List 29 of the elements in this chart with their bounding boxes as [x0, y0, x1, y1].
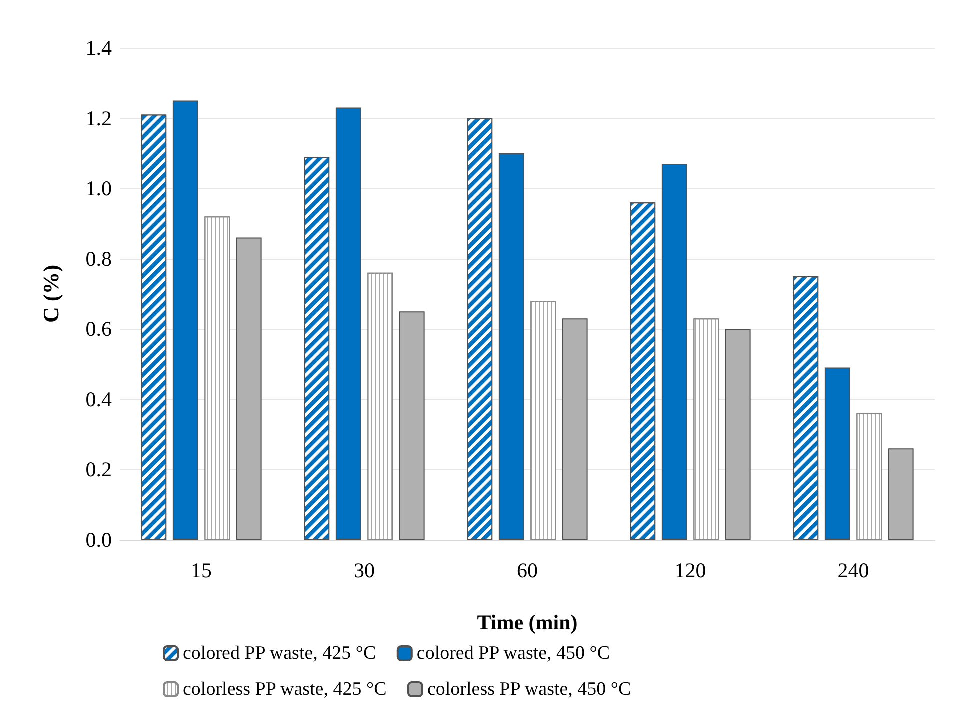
- x-tick-label: 15: [191, 558, 212, 582]
- bar: [336, 108, 362, 540]
- bar: [498, 153, 524, 540]
- y-tick-label: 1.0: [86, 176, 112, 201]
- y-tick-label: 0.0: [86, 528, 112, 552]
- bar: [662, 164, 688, 540]
- y-tick-label: 0.4: [86, 387, 112, 412]
- bar: [172, 100, 198, 540]
- bar: [562, 318, 588, 540]
- y-tick-label: 0.6: [86, 317, 112, 342]
- legend-label: colorless PP waste, 425 °C: [183, 679, 387, 700]
- bar: [824, 368, 850, 540]
- y-tick-label: 0.8: [86, 246, 112, 271]
- legend-label: colored PP waste, 450 °C: [416, 643, 610, 664]
- legend-label: colorless PP waste, 450 °C: [427, 679, 632, 700]
- y-tick-label: 1.2: [86, 106, 112, 130]
- legend-label: colored PP waste, 425 °C: [183, 643, 376, 664]
- x-axis-title: Time (min): [477, 610, 578, 634]
- y-axis-title: C (%): [38, 264, 64, 324]
- x-tick-label: 30: [354, 558, 375, 582]
- x-tick-label: 240: [838, 558, 870, 582]
- x-tick-label: 60: [517, 558, 538, 582]
- bar: [399, 312, 425, 540]
- y-tick-label: 1.4: [86, 36, 112, 60]
- bar: [725, 329, 751, 540]
- x-tick-label: 120: [674, 558, 706, 582]
- bar: [888, 448, 914, 540]
- bar: [236, 238, 262, 540]
- y-tick-label: 0.2: [86, 458, 112, 482]
